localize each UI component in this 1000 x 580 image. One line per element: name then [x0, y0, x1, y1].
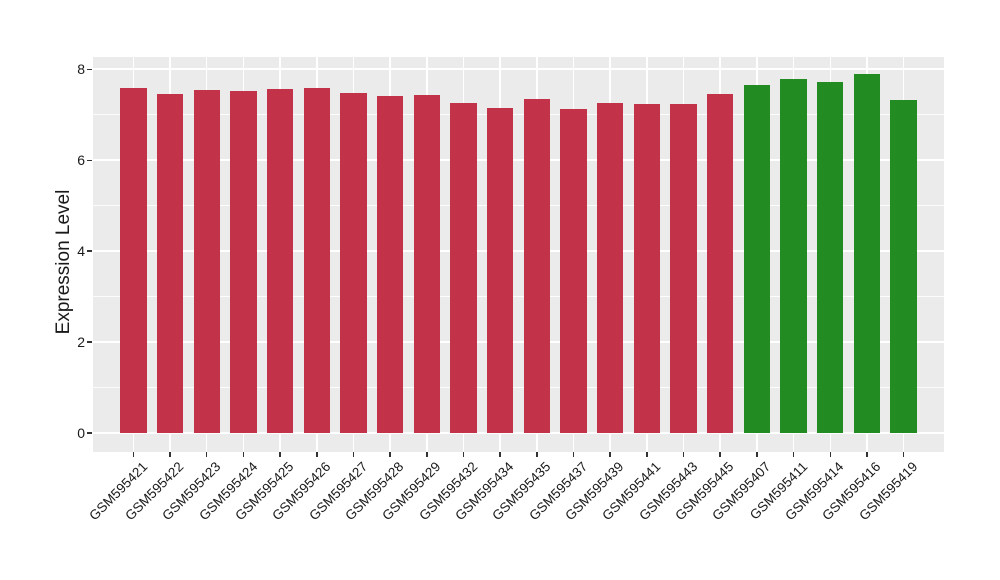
y-tick-label: 4: [77, 243, 85, 260]
x-tick-mark: [316, 452, 318, 457]
x-tick-mark: [352, 452, 355, 457]
minor-gridline: [93, 387, 944, 389]
y-axis-title: Expression Level: [53, 189, 74, 335]
x-tick-mark: [426, 452, 428, 457]
y-tick-mark: [87, 68, 92, 71]
y-tick-label: 6: [77, 152, 85, 169]
x-tick-mark: [132, 452, 135, 457]
y-tick-mark: [87, 432, 92, 434]
bar-GSM595445: [707, 93, 734, 433]
bar-GSM595416: [853, 74, 881, 433]
y-tick-mark: [87, 159, 92, 162]
bar-GSM595427: [340, 92, 367, 433]
y-tick-mark: [87, 341, 92, 343]
bar-GSM595434: [486, 107, 514, 433]
bar-GSM595429: [413, 94, 440, 433]
x-tick-mark: [242, 452, 245, 457]
bar-GSM595437: [560, 108, 587, 433]
bar-GSM595411: [780, 79, 807, 433]
minor-gridline: [93, 205, 944, 207]
y-tick-label: 2: [77, 334, 85, 351]
major-gridline: [93, 250, 944, 253]
bar-GSM595443: [670, 104, 697, 433]
major-gridline: [93, 159, 944, 162]
bar-GSM595426: [303, 88, 330, 433]
major-gridline: [93, 68, 944, 71]
x-tick-mark: [462, 452, 465, 457]
bar-GSM595414: [817, 82, 844, 433]
bar-GSM595425: [266, 88, 294, 433]
bar-GSM595421: [120, 87, 147, 433]
bar-GSM595441: [633, 104, 661, 433]
y-tick-mark: [87, 250, 92, 252]
y-tick-label: 0: [77, 425, 85, 441]
bar-GSM595419: [890, 100, 917, 433]
major-gridline: [93, 432, 944, 434]
x-tick-mark: [169, 452, 171, 457]
x-tick-mark: [792, 452, 795, 457]
bar-GSM595435: [523, 99, 551, 433]
bar-GSM595428: [376, 96, 404, 433]
x-tick-mark: [609, 452, 611, 457]
bar-GSM595423: [193, 90, 220, 433]
x-tick-mark: [866, 452, 868, 457]
major-gridline: [93, 341, 944, 344]
x-tick-mark: [279, 452, 281, 457]
bar-GSM595432: [450, 102, 477, 433]
x-tick-mark: [902, 452, 905, 457]
x-tick-mark: [389, 452, 391, 457]
x-tick-mark: [756, 452, 758, 457]
x-tick-mark: [499, 452, 501, 457]
minor-gridline: [93, 114, 944, 116]
x-tick-mark: [682, 452, 685, 457]
bar-GSM595439: [596, 102, 624, 433]
x-tick-mark: [572, 452, 575, 457]
x-tick-mark: [719, 452, 721, 457]
minor-gridline: [93, 296, 944, 298]
x-tick-mark: [829, 452, 832, 457]
plot-panel: [93, 57, 944, 452]
bar-GSM595407: [743, 85, 771, 433]
y-tick-label: 8: [77, 61, 85, 78]
bar-GSM595422: [156, 93, 184, 433]
x-tick-mark: [646, 452, 648, 457]
x-tick-mark: [205, 452, 208, 457]
x-tick-mark: [536, 452, 538, 457]
bar-GSM595424: [230, 91, 257, 433]
